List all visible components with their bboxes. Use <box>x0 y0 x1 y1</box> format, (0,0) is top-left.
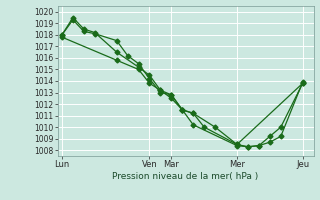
X-axis label: Pression niveau de la mer( hPa ): Pression niveau de la mer( hPa ) <box>112 172 259 181</box>
